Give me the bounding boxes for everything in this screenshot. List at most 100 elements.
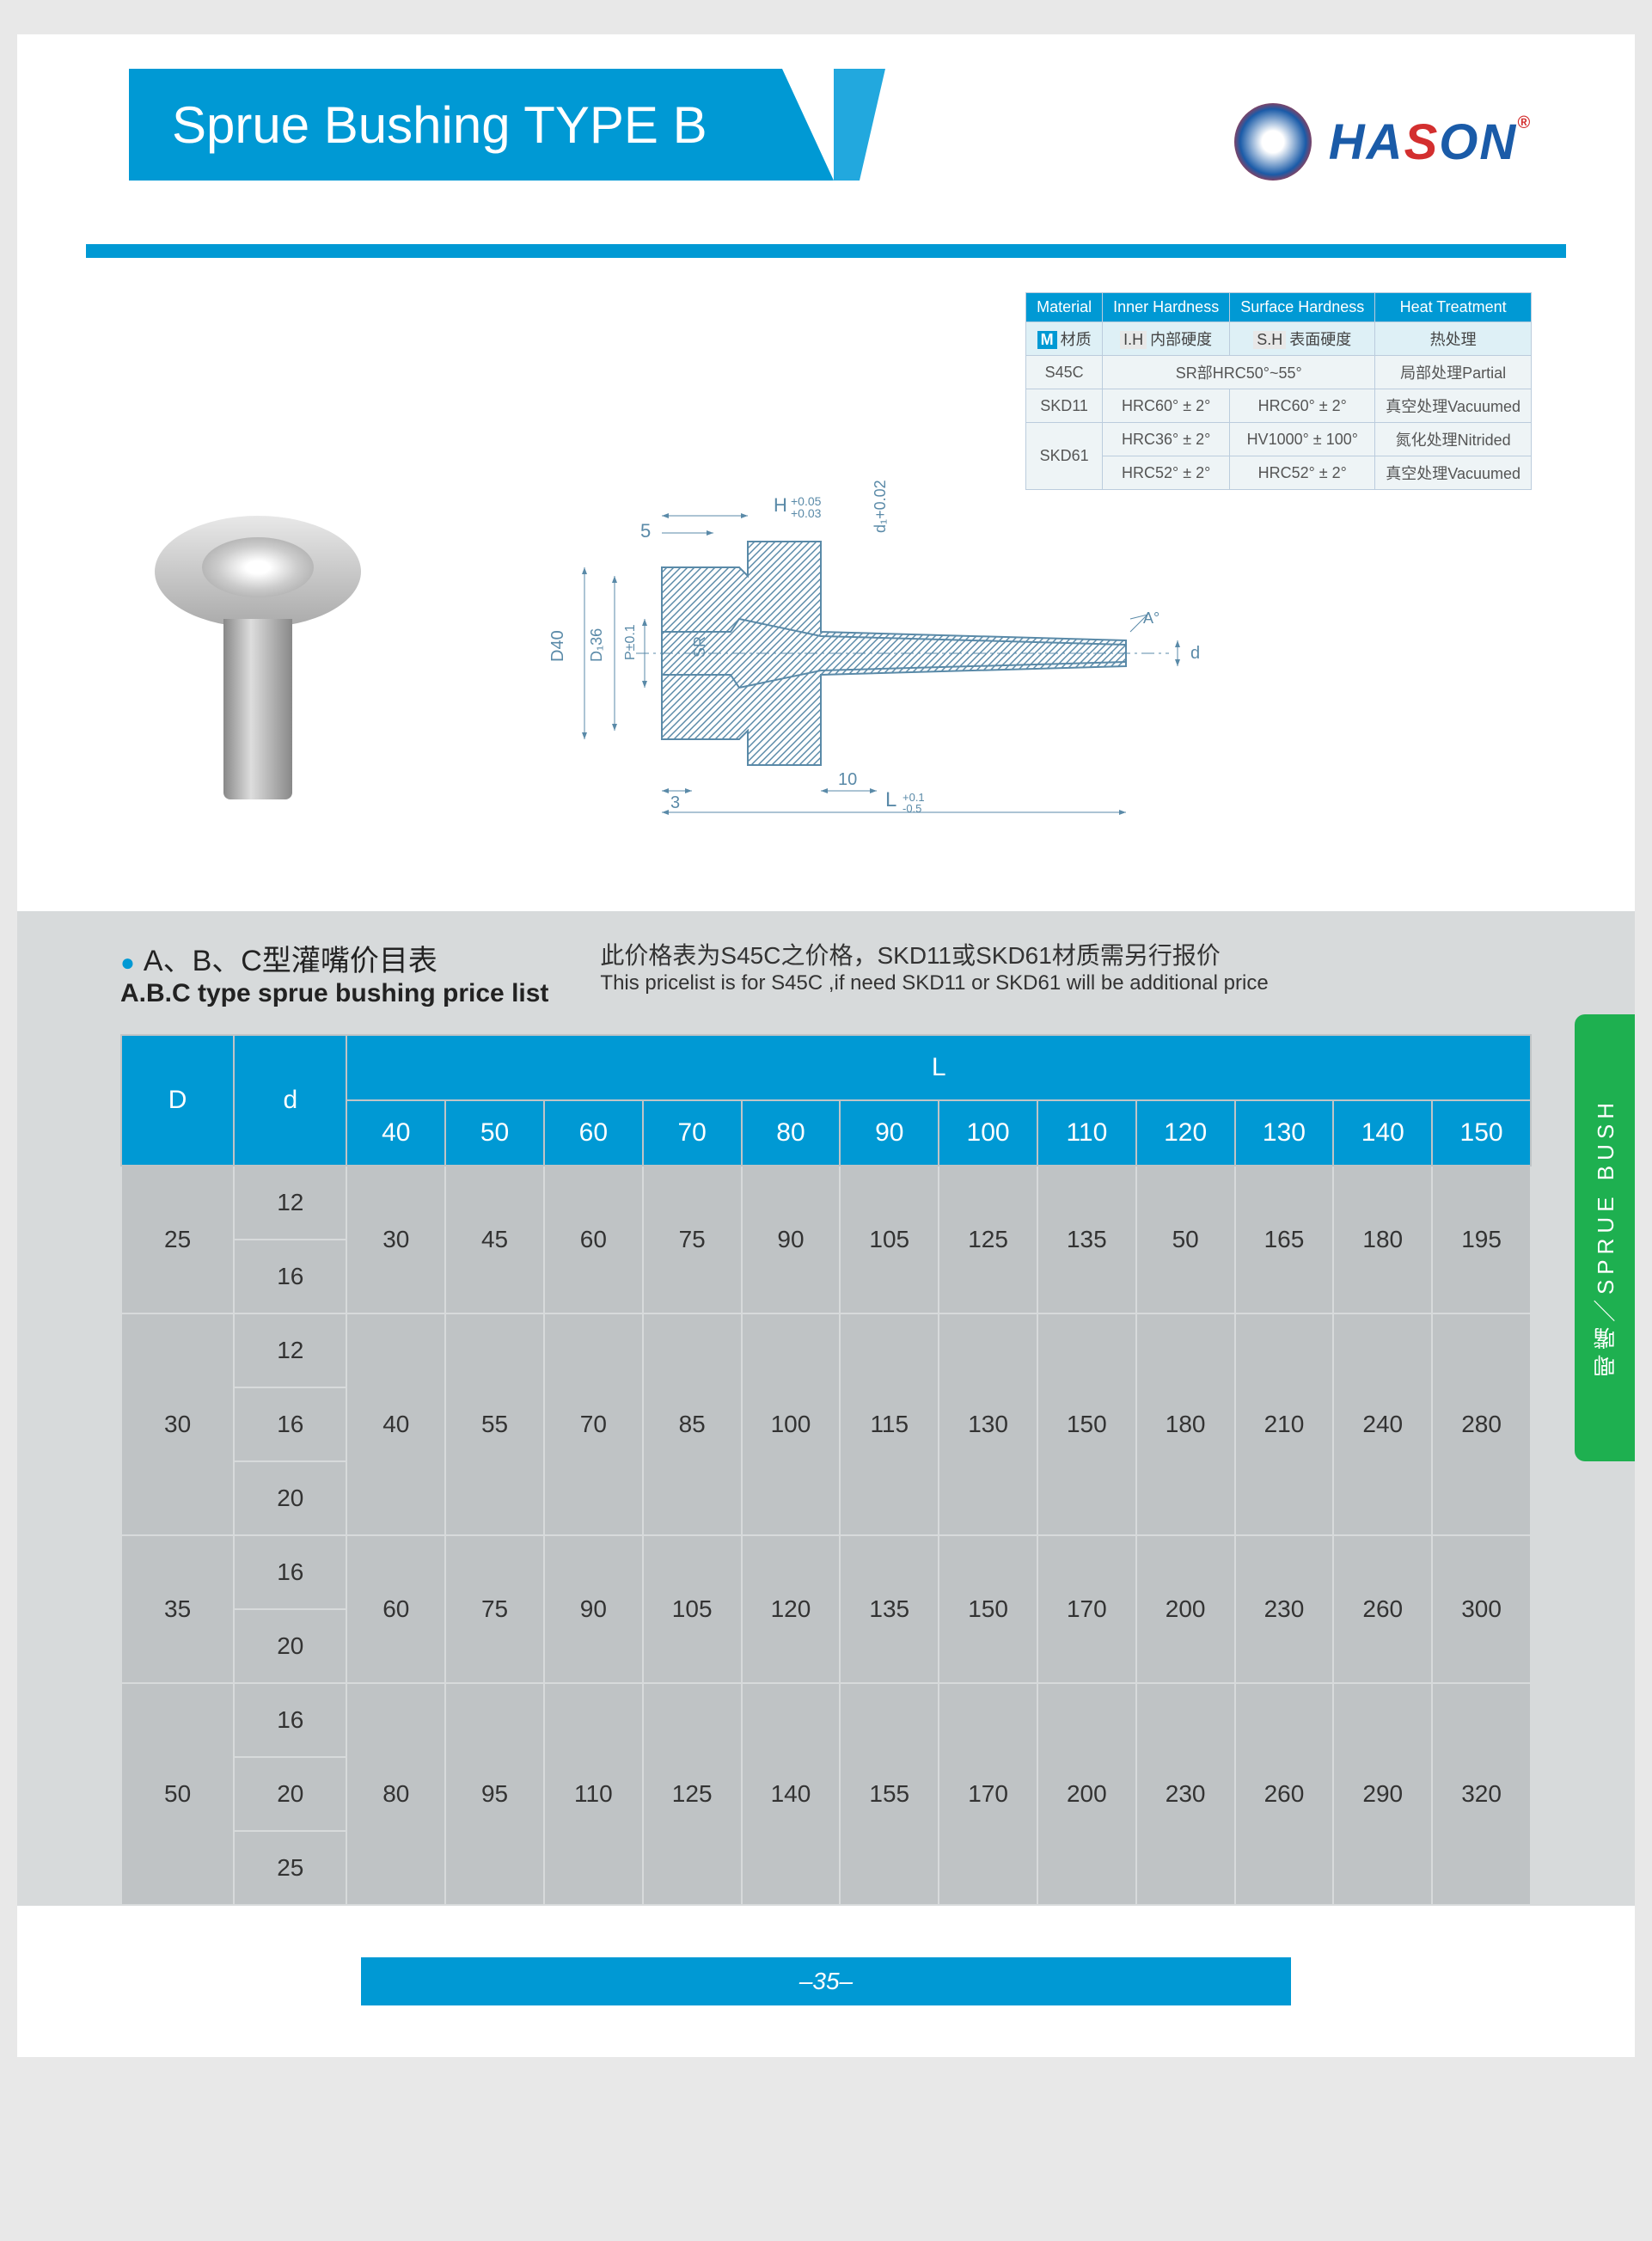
- price-cell: 120: [742, 1535, 841, 1683]
- price-cell: 195: [1432, 1166, 1531, 1313]
- mat-cell: SR部HRC50°~55°: [1103, 356, 1375, 389]
- technical-drawing: H +0.05 +0.03 5 D40 D₁36 P±0.1 SR 3: [481, 464, 1255, 825]
- price-cell: 50: [1136, 1166, 1235, 1313]
- mat-cell: 真空处理Vacuumed: [1375, 389, 1532, 423]
- price-row: 50168095110125140155170200230260290320: [121, 1683, 1531, 1757]
- price-cell: 60: [544, 1166, 643, 1313]
- price-cell: 130: [939, 1313, 1037, 1535]
- d-cell: 16: [234, 1387, 346, 1461]
- price-cell: 155: [840, 1683, 939, 1905]
- price-cell: 135: [840, 1535, 939, 1683]
- mat-subheader: I.H内部硬度: [1103, 322, 1230, 356]
- price-cell: 30: [346, 1166, 445, 1313]
- price-cell: 75: [445, 1535, 544, 1683]
- price-title-en: A.B.C type sprue bushing price list: [120, 979, 548, 1008]
- price-title-cn: A、B、C型灌嘴价目表: [120, 937, 548, 979]
- price-cell: 105: [643, 1535, 742, 1683]
- mat-cell: SKD11: [1026, 389, 1103, 423]
- d-cell: 20: [234, 1609, 346, 1683]
- price-cell: 60: [346, 1535, 445, 1683]
- price-cell: 260: [1333, 1535, 1432, 1683]
- price-cell: 80: [346, 1683, 445, 1905]
- L-col-header: 90: [840, 1100, 939, 1166]
- d-cell: 16: [234, 1535, 346, 1609]
- svg-text:3: 3: [670, 793, 680, 812]
- price-cell: 140: [742, 1683, 841, 1905]
- mat-subheader: M材质: [1026, 322, 1103, 356]
- material-spec-table: Material Inner Hardness Surface Hardness…: [1025, 292, 1532, 490]
- price-table: DdL405060708090100110120130140150 251230…: [120, 1034, 1532, 1906]
- price-note-cn: 此价格表为S45C之价格，SKD11或SKD61材质需另行报价: [600, 937, 1268, 971]
- catalog-page: Sprue Bushing TYPE B HASON® Material Inn…: [17, 34, 1635, 2057]
- d-cell: 25: [234, 1831, 346, 1905]
- mat-cell: HRC60° ± 2°: [1230, 389, 1375, 423]
- price-cell: 55: [445, 1313, 544, 1535]
- price-cell: 115: [840, 1313, 939, 1535]
- D-cell: 50: [121, 1683, 234, 1905]
- svg-text:L: L: [885, 788, 896, 811]
- page-header: Sprue Bushing TYPE B HASON®: [17, 34, 1635, 258]
- L-col-header: 50: [445, 1100, 544, 1166]
- L-col-header: 130: [1235, 1100, 1334, 1166]
- mat-subheader: 热处理: [1375, 322, 1532, 356]
- logo-mark-icon: [1234, 103, 1312, 181]
- content-area: Material Inner Hardness Surface Hardness…: [17, 258, 1635, 1906]
- svg-text:P±0.1: P±0.1: [623, 624, 638, 660]
- price-cell: 110: [544, 1683, 643, 1905]
- svg-text:D40: D40: [548, 630, 567, 662]
- price-row: 301240557085100115130150180210240280: [121, 1313, 1531, 1387]
- category-side-tab: 唧嘴＼SPRUE BUSH: [1575, 1014, 1635, 1461]
- price-cell: 320: [1432, 1683, 1531, 1905]
- mat-cell: 氮化处理Nitrided: [1375, 423, 1532, 456]
- L-col-header: 100: [939, 1100, 1037, 1166]
- price-cell: 170: [1037, 1535, 1136, 1683]
- d-cell: 16: [234, 1240, 346, 1313]
- mat-cell: 真空处理Vacuumed: [1375, 456, 1532, 490]
- page-title: Sprue Bushing TYPE B: [172, 95, 707, 155]
- price-cell: 70: [544, 1313, 643, 1535]
- price-cell: 85: [643, 1313, 742, 1535]
- logo-text: HASON®: [1329, 113, 1532, 171]
- price-cell: 280: [1432, 1313, 1531, 1535]
- d-cell: 12: [234, 1166, 346, 1240]
- page-number-footer: –35–: [361, 1957, 1291, 2005]
- side-tab-label: 唧嘴＼SPRUE BUSH: [1589, 1098, 1621, 1377]
- price-cell: 40: [346, 1313, 445, 1535]
- price-cell: 240: [1333, 1313, 1432, 1535]
- d-cell: 16: [234, 1683, 346, 1757]
- price-row: 3516607590105120135150170200230260300: [121, 1535, 1531, 1609]
- price-cell: 165: [1235, 1166, 1334, 1313]
- price-cell: 100: [742, 1313, 841, 1535]
- price-cell: 200: [1037, 1683, 1136, 1905]
- svg-text:D₁36: D₁36: [588, 628, 605, 662]
- price-cell: 125: [643, 1683, 742, 1905]
- mat-header: Material: [1026, 293, 1103, 322]
- L-col-header: 150: [1432, 1100, 1531, 1166]
- price-cell: 300: [1432, 1535, 1531, 1683]
- L-col-header: 80: [742, 1100, 841, 1166]
- d-cell: 20: [234, 1461, 346, 1535]
- bushing-stem-icon: [223, 619, 292, 799]
- price-cell: 90: [742, 1166, 841, 1313]
- price-cell: 180: [1333, 1166, 1432, 1313]
- L-col-header: 70: [643, 1100, 742, 1166]
- price-cell: 170: [939, 1683, 1037, 1905]
- price-cell: 105: [840, 1166, 939, 1313]
- price-cell: 180: [1136, 1313, 1235, 1535]
- price-cell: 125: [939, 1166, 1037, 1313]
- svg-text:d₁+0.02: d₁+0.02: [872, 480, 889, 533]
- L-col-header: 120: [1136, 1100, 1235, 1166]
- price-cell: 260: [1235, 1683, 1334, 1905]
- svg-text:d: d: [1190, 644, 1200, 663]
- price-cell: 150: [1037, 1313, 1136, 1535]
- brand-logo: HASON®: [1234, 103, 1532, 181]
- price-table-head: DdL405060708090100110120130140150: [121, 1035, 1531, 1166]
- mat-header: Inner Hardness: [1103, 293, 1230, 322]
- price-table-body: 2512304560759010512513550165180195163012…: [121, 1166, 1531, 1905]
- diagram-area: H +0.05 +0.03 5 D40 D₁36 P±0.1 SR 3: [86, 464, 1566, 825]
- bushing-head-icon: [155, 516, 361, 628]
- mat-header: Surface Hardness: [1230, 293, 1375, 322]
- price-note-en: This pricelist is for S45C ,if need SKD1…: [600, 971, 1268, 995]
- title-banner: Sprue Bushing TYPE B: [129, 69, 782, 181]
- price-list-section: A、B、C型灌嘴价目表 A.B.C type sprue bushing pri…: [17, 911, 1635, 1906]
